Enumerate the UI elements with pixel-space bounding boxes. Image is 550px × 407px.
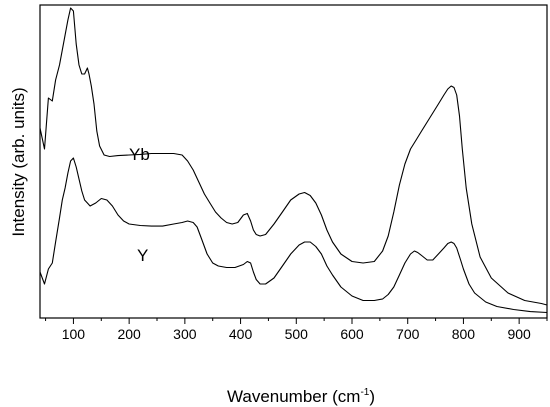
x-tick-label: 700: [396, 326, 420, 342]
x-tick-label: 500: [285, 326, 309, 342]
x-axis-title: Wavenumber (cm-1): [227, 387, 375, 406]
series-curves: [39, 7, 548, 314]
series-line-yb: [39, 7, 548, 306]
x-tick-label: 400: [229, 326, 253, 342]
x-tick-label: 600: [340, 326, 364, 342]
x-axis-title-superscript: -1: [360, 387, 369, 398]
x-axis-title-main: Wavenumber (cm: [227, 387, 361, 406]
plot-frame: [39, 4, 548, 319]
x-axis-tick-labels: 100 200 300 400 500 600 700 800 900: [62, 326, 531, 342]
x-tick-label: 900: [507, 326, 531, 342]
x-tick-label: 200: [117, 326, 141, 342]
x-axis-title-suffix: ): [369, 387, 375, 406]
series-label-y: Y: [137, 246, 148, 265]
x-tick-label: 300: [173, 326, 197, 342]
x-tick-label: 100: [62, 326, 86, 342]
series-label-yb: Yb: [129, 145, 150, 164]
series-line-y: [39, 157, 548, 314]
y-axis-title: Intensity (arb. units): [9, 87, 28, 236]
x-tick-label: 800: [452, 326, 476, 342]
x-axis-ticks: [45, 318, 548, 324]
